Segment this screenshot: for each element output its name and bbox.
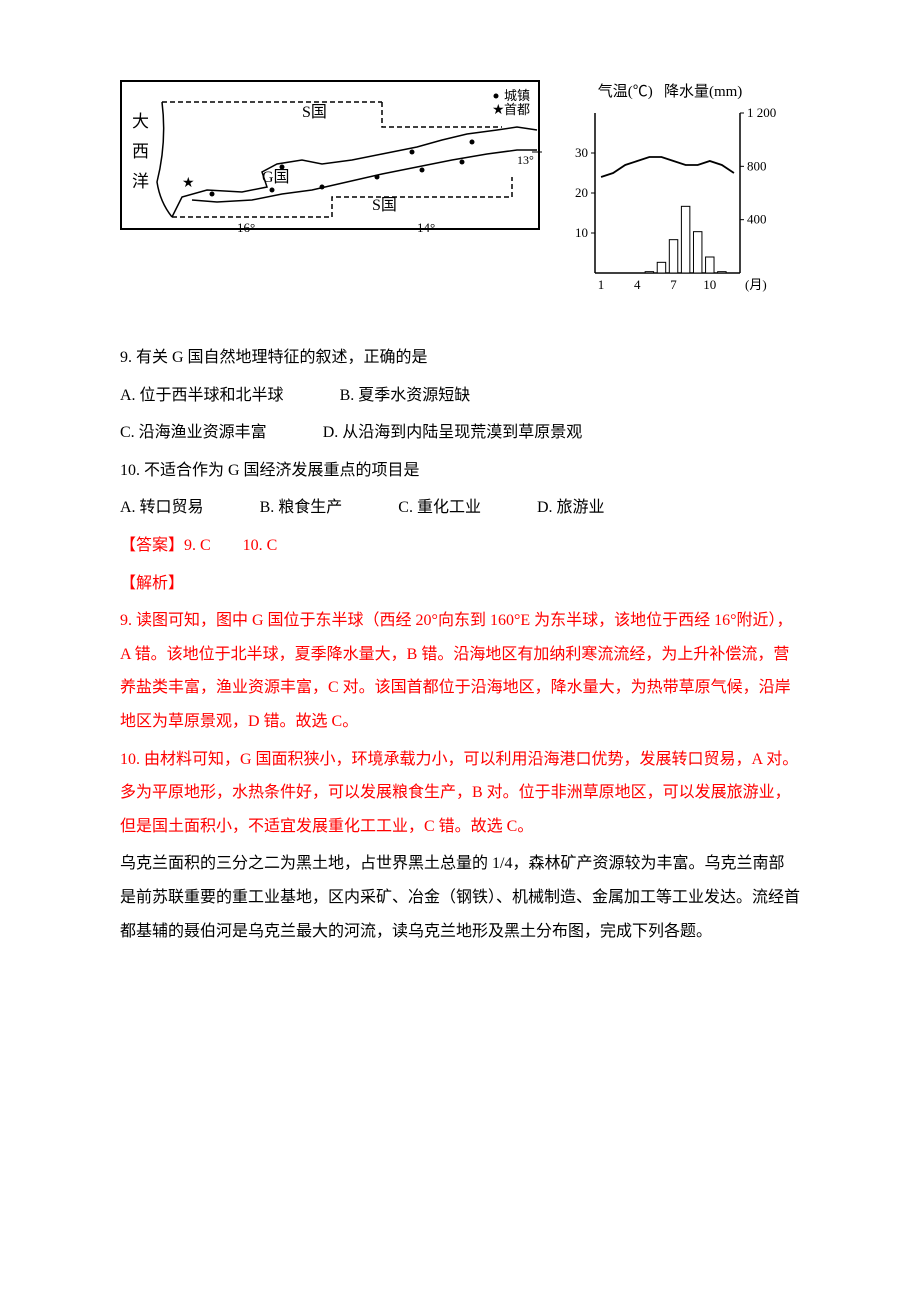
q10-optC: C. 重化工业: [398, 499, 481, 516]
q9-stem: 9. 有关 G 国自然地理特征的叙述，正确的是: [120, 341, 800, 375]
town-dot: [270, 188, 275, 193]
svg-text:30: 30: [575, 145, 588, 160]
ocean-label-1: 大: [132, 112, 149, 131]
town-dot: [460, 160, 465, 165]
lon-14-label: 14°: [417, 220, 435, 232]
q9-options-row2: C. 沿海渔业资源丰富 D. 从沿海到内陆呈现荒漠到草原景观: [120, 416, 800, 450]
figure-row: 大 西 洋 S国 S国 G国 城镇 ★ 首都 ★ 16° 14° 13°: [120, 80, 800, 311]
analysis-label: 【解析】: [120, 567, 800, 601]
town-dot: [375, 175, 380, 180]
town-dot: [210, 192, 215, 197]
climate-chart-svg: 10 20 30 400 800 1 200 1 4 7 10 (月): [560, 101, 790, 311]
q10-optA: A. 转口贸易: [120, 499, 204, 516]
svg-text:800: 800: [747, 158, 767, 173]
town-dot: [470, 140, 475, 145]
g-country-label: G国: [262, 169, 290, 186]
svg-text:10: 10: [575, 225, 588, 240]
svg-text:1 200: 1 200: [747, 105, 776, 120]
q10-optB: B. 粮食生产: [260, 499, 343, 516]
svg-text:(月): (月): [745, 277, 767, 292]
lat-13-label: 13°: [517, 153, 534, 167]
legend-capital-label: 首都: [504, 102, 530, 117]
climate-chart-title: 气温(℃) 降水量(mm): [560, 80, 780, 101]
svg-text:20: 20: [575, 185, 588, 200]
q9-optB: B. 夏季水资源短缺: [340, 387, 471, 404]
town-dot: [280, 165, 285, 170]
analysis-p10: 10. 由材料可知，G 国面积狭小，环境承载力小，可以利用沿海港口优势，发展转口…: [120, 743, 800, 844]
answer-label: 【答案】9. C 10. C: [120, 529, 800, 563]
svg-text:10: 10: [703, 277, 716, 292]
title-temp: 气温(℃): [598, 84, 653, 100]
q10-options: A. 转口贸易 B. 粮食生产 C. 重化工业 D. 旅游业: [120, 491, 800, 525]
border-step: [382, 102, 502, 127]
svg-text:1: 1: [598, 277, 605, 292]
q10-optD: D. 旅游业: [537, 499, 605, 516]
svg-text:7: 7: [670, 277, 677, 292]
svg-text:4: 4: [634, 277, 641, 292]
capital-star: ★: [182, 176, 195, 191]
river-north: [172, 127, 537, 217]
chart-plot-group: 10 20 30 400 800 1 200 1 4 7 10 (月): [575, 105, 776, 292]
next-intro: 乌克兰面积的三分之二为黑土地，占世界黑土总量的 1/4，森林矿产资源较为丰富。乌…: [120, 847, 800, 948]
legend-dot: [494, 94, 499, 99]
legend-star-mark: ★: [492, 103, 505, 118]
coastline: [157, 102, 172, 217]
legend-town-label: 城镇: [504, 88, 530, 103]
ocean-label-3: 洋: [132, 172, 149, 191]
town-dot: [420, 168, 425, 173]
analysis-p9: 9. 读图可知，图中 G 国位于东半球（西经 20°向东到 160°E 为东半球…: [120, 604, 800, 738]
s-country-top: S国: [302, 104, 327, 121]
q9-options-row1: A. 位于西半球和北半球 B. 夏季水资源短缺: [120, 379, 800, 413]
q10-stem: 10. 不适合作为 G 国经济发展重点的项目是: [120, 454, 800, 488]
q9-optD: D. 从沿海到内陆呈现荒漠到草原景观: [323, 424, 583, 441]
q9-optA: A. 位于西半球和北半球: [120, 387, 284, 404]
title-precip: 降水量(mm): [664, 84, 742, 100]
ocean-label-2: 西: [132, 142, 149, 161]
q9-optC: C. 沿海渔业资源丰富: [120, 424, 267, 441]
lon-16-label: 16°: [237, 220, 255, 232]
svg-text:400: 400: [747, 212, 767, 227]
map-svg: 大 西 洋 S国 S国 G国 城镇 ★ 首都 ★ 16° 14° 13°: [122, 82, 542, 232]
map-container: 大 西 洋 S国 S国 G国 城镇 ★ 首都 ★ 16° 14° 13°: [120, 80, 540, 230]
town-dot: [320, 185, 325, 190]
climate-chart-container: 气温(℃) 降水量(mm) 10 20 30 400 800 1 200 1 4 7 10 (月): [560, 80, 780, 311]
town-dot: [410, 150, 415, 155]
s-country-bottom: S国: [372, 197, 397, 214]
